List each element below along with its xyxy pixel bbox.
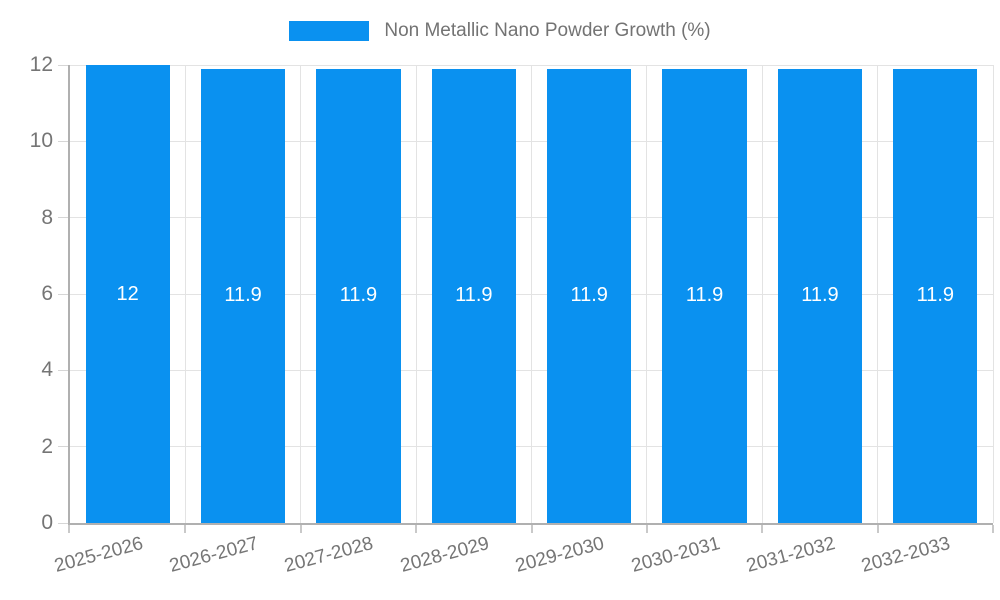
- y-axis-tick-mark: [58, 446, 68, 448]
- x-axis-tick-label: 2028-2029: [398, 533, 492, 577]
- gridline-vertical: [300, 65, 302, 523]
- gridline-vertical: [646, 65, 648, 523]
- y-axis-tick-label: 2: [41, 434, 53, 458]
- bar[interactable]: 11.9: [200, 68, 286, 523]
- legend[interactable]: Non Metallic Nano Powder Growth (%): [0, 20, 1000, 42]
- y-axis-tick-mark: [58, 369, 68, 371]
- bar-value-label: 12: [116, 282, 139, 305]
- gridline-vertical: [992, 65, 994, 523]
- x-axis-tick-label: 2027-2028: [282, 533, 376, 577]
- x-axis-tick-mark: [645, 525, 648, 533]
- y-axis-tick-label: 4: [41, 358, 53, 382]
- gridline-vertical: [761, 65, 763, 523]
- bar[interactable]: 11.9: [662, 68, 747, 523]
- legend-swatch-icon: [289, 21, 370, 41]
- plot-area: 0 2 4 6 8 10 12 12 11.9 11.9 11.9 11.9 11.9 11.9 11.9 2…: [30, 54, 994, 577]
- bar-value-label: 11.9: [339, 284, 378, 307]
- x-axis-tick-mark: [992, 525, 994, 533]
- y-axis-tick-mark: [58, 64, 68, 66]
- bar-value-label: 11.9: [916, 284, 955, 307]
- bar-value-label: 11.9: [570, 284, 608, 307]
- y-axis-tick-mark: [58, 217, 68, 219]
- x-axis-tick-label: 2031-2032: [744, 533, 838, 577]
- x-axis-tick-label: 2026-2027: [167, 533, 261, 577]
- bar[interactable]: 11.9: [777, 68, 863, 523]
- gridline-vertical: [531, 65, 532, 523]
- y-axis-tick-mark: [58, 140, 68, 142]
- y-axis-tick-label: 12: [29, 53, 53, 77]
- y-axis-tick-mark: [58, 293, 68, 295]
- gridline-vertical: [877, 65, 879, 523]
- y-axis-tick-mark: [58, 522, 68, 524]
- x-axis-tick-label: 2029-2030: [513, 533, 607, 577]
- bar[interactable]: 11.9: [893, 68, 978, 523]
- x-axis-tick-label: 2030-2031: [628, 533, 722, 577]
- x-axis-tick-mark: [184, 525, 187, 533]
- x-axis-tick-label: 2025-2026: [51, 533, 146, 577]
- x-axis-tick-mark: [761, 525, 764, 533]
- bar-value-label: 11.9: [801, 284, 839, 307]
- y-axis-tick-label: 10: [29, 129, 53, 153]
- bar[interactable]: 12: [85, 65, 170, 523]
- x-axis-tick-label: 2032-2033: [859, 533, 953, 577]
- bar[interactable]: 11.9: [316, 68, 401, 523]
- bar-value-label: 11.9: [455, 284, 493, 307]
- x-axis-tick-mark: [876, 525, 879, 533]
- bar[interactable]: 11.9: [431, 68, 516, 523]
- legend-label: Non Metallic Nano Powder Growth (%): [384, 20, 711, 41]
- bar-value-label: 11.9: [685, 284, 724, 307]
- gridline-vertical: [184, 65, 186, 523]
- x-axis-tick-mark: [415, 525, 418, 533]
- x-axis-tick-mark: [68, 525, 70, 533]
- bar-value-label: 11.9: [224, 284, 262, 307]
- y-axis-tick-label: 0: [41, 511, 53, 535]
- bar[interactable]: 11.9: [547, 68, 632, 523]
- y-axis-tick-label: 8: [41, 205, 53, 229]
- gridline-vertical: [415, 65, 417, 523]
- x-axis-tick-mark: [530, 525, 533, 533]
- y-axis-tick-label: 6: [41, 282, 53, 306]
- x-axis-tick-mark: [299, 525, 302, 533]
